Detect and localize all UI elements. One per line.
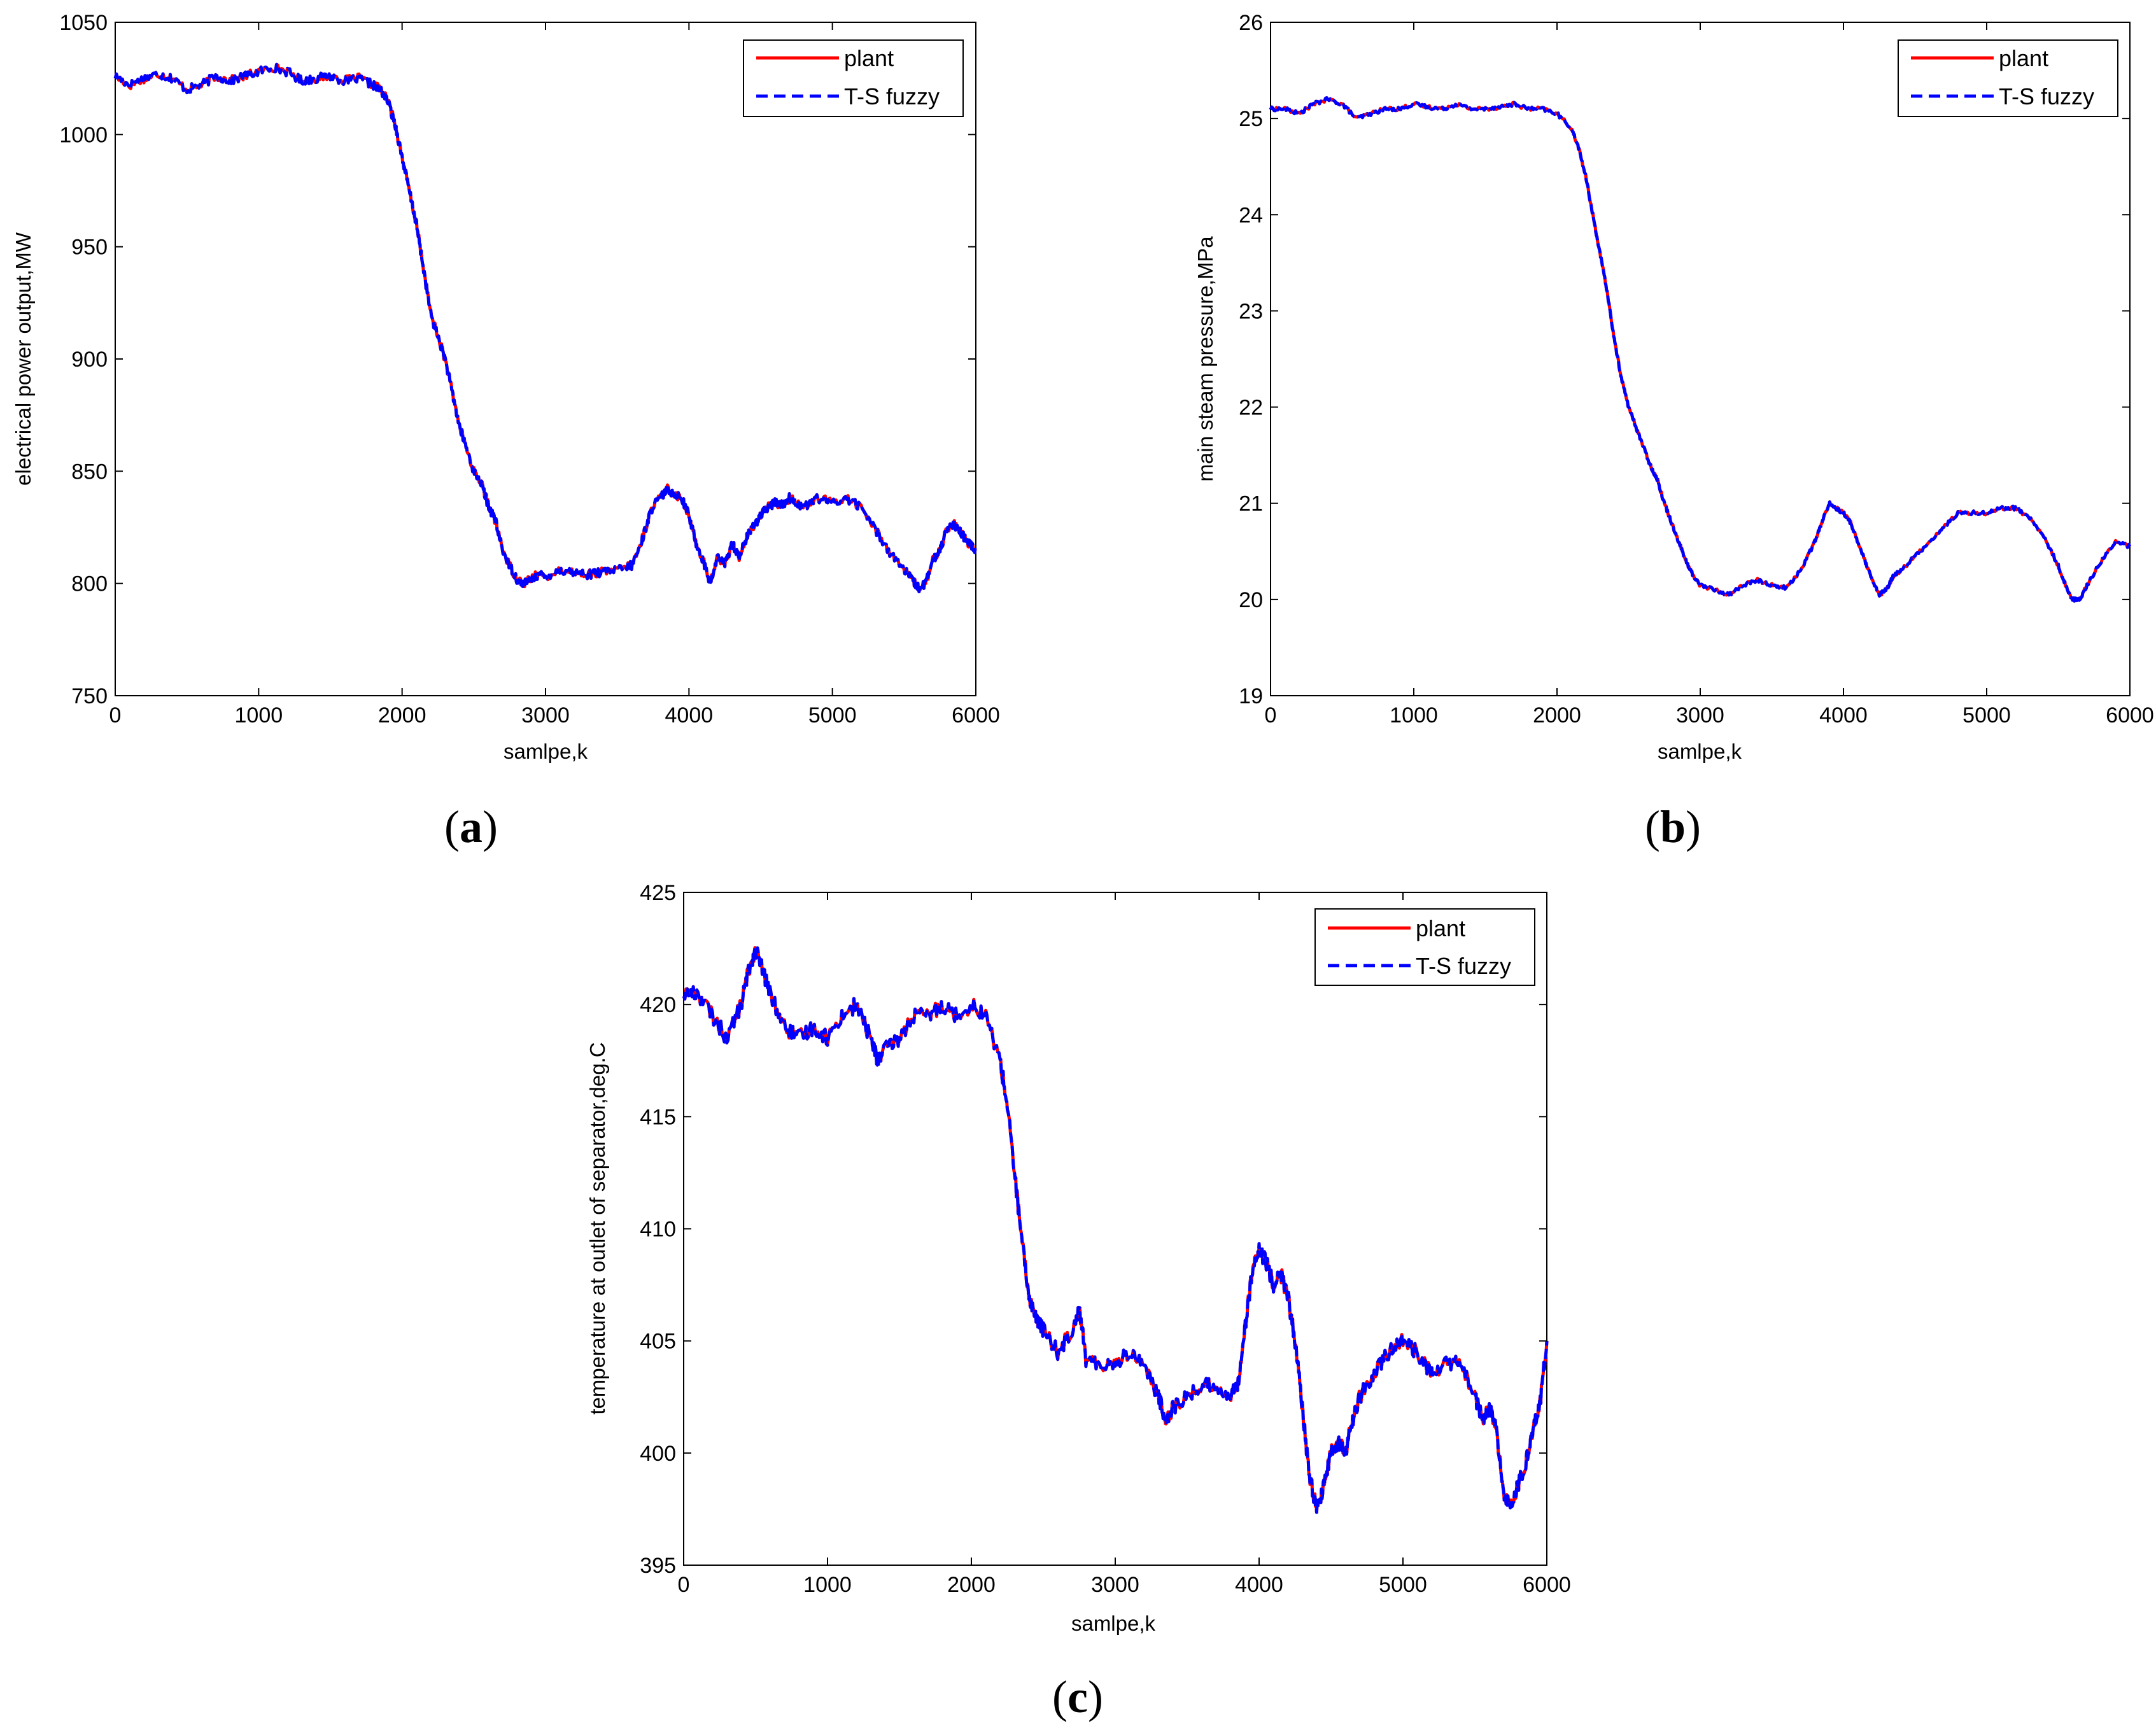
x-tick-label: 1000 xyxy=(803,1573,852,1597)
x-tick-label: 0 xyxy=(678,1573,690,1597)
x-tick-label: 2000 xyxy=(378,703,426,728)
y-tick-label: 22 xyxy=(1239,396,1263,420)
legend-label-ts-fuzzy-c: T-S fuzzy xyxy=(1416,953,1511,979)
y-tick-label: 800 xyxy=(71,572,108,596)
x-tick-label: 1000 xyxy=(235,703,283,728)
x-tick-label: 1000 xyxy=(1390,703,1438,728)
xlabel-a: samlpe,k xyxy=(504,740,588,763)
caption-a: (a) xyxy=(444,801,498,852)
y-tick-label: 415 xyxy=(640,1105,676,1129)
y-tick-label: 24 xyxy=(1239,203,1263,227)
ylabel-b: main steam pressure,MPa xyxy=(1194,236,1217,482)
x-tick-label: 4000 xyxy=(1235,1573,1283,1597)
panel-c: 0 1000 2000 3000 4000 5000 6000 395 400 405 410 415… xyxy=(586,881,1571,1722)
x-tick-label: 6000 xyxy=(2106,703,2154,728)
ticks-c: 0 1000 2000 3000 4000 5000 6000 395 400 405 410 415… xyxy=(640,881,1571,1597)
ylabel-c: temperature at outlet of separator,deg.C xyxy=(586,1042,609,1414)
y-tick-label: 1050 xyxy=(59,11,108,35)
y-tick-label: 21 xyxy=(1239,492,1263,516)
y-tick-label: 425 xyxy=(640,881,676,905)
legend-b: plant T-S fuzzy xyxy=(1898,39,2118,117)
legend-c: plant T-S fuzzy xyxy=(1314,908,1535,986)
y-tick-label: 850 xyxy=(71,460,108,484)
legend-label-ts-fuzzy-b: T-S fuzzy xyxy=(1999,83,2094,109)
series-ts-fuzzy-line xyxy=(113,62,977,594)
x-tick-label: 2000 xyxy=(1533,703,1581,728)
y-tick-label: 20 xyxy=(1239,588,1263,612)
x-tick-label: 6000 xyxy=(1523,1573,1571,1597)
x-tick-label: 0 xyxy=(1265,703,1277,728)
series-group-a xyxy=(113,62,977,594)
legend-label-plant-b: plant xyxy=(1999,45,2048,71)
legend-box-a xyxy=(743,39,964,117)
y-tick-label: 395 xyxy=(640,1554,676,1578)
y-tick-label: 400 xyxy=(640,1442,676,1466)
y-tick-label: 1000 xyxy=(59,123,108,147)
x-tick-label: 0 xyxy=(109,703,122,728)
series-ts-fuzzy-line xyxy=(1269,96,2132,603)
legend-box-b xyxy=(1898,39,2118,117)
y-tick-label: 950 xyxy=(71,236,108,260)
legend-label-ts-fuzzy-a: T-S fuzzy xyxy=(844,83,940,109)
y-tick-label: 25 xyxy=(1239,107,1263,131)
y-tick-label: 26 xyxy=(1239,11,1263,35)
series-group-b xyxy=(1269,96,2132,603)
x-tick-label: 5000 xyxy=(1379,1573,1427,1597)
plot-area-c xyxy=(683,892,1547,1566)
x-tick-label: 6000 xyxy=(952,703,1000,728)
x-tick-label: 5000 xyxy=(808,703,857,728)
series-ts-fuzzy-line xyxy=(682,946,1549,1514)
ticks-a: 0 1000 2000 3000 4000 5000 6000 750 800 850 900 950… xyxy=(59,11,999,728)
x-tick-label: 3000 xyxy=(1676,703,1724,728)
xlabel-c: samlpe,k xyxy=(1071,1612,1156,1635)
y-tick-label: 405 xyxy=(640,1330,676,1354)
caption-c: (c) xyxy=(1052,1671,1103,1722)
ticks-b: 0 1000 2000 3000 4000 5000 6000 19 20 21 22 23 24 25 2… xyxy=(1239,11,2154,728)
legend-box-c xyxy=(1314,908,1535,986)
plot-area-a xyxy=(115,22,976,696)
y-tick-label: 23 xyxy=(1239,299,1263,323)
legend-label-plant-c: plant xyxy=(1416,915,1465,941)
x-tick-label: 3000 xyxy=(521,703,570,728)
y-tick-label: 750 xyxy=(71,684,108,708)
y-tick-label: 410 xyxy=(640,1218,676,1242)
legend-label-plant-a: plant xyxy=(844,45,894,71)
x-tick-label: 4000 xyxy=(1819,703,1868,728)
x-tick-label: 3000 xyxy=(1091,1573,1139,1597)
xlabel-b: samlpe,k xyxy=(1658,740,1742,763)
y-tick-label: 19 xyxy=(1239,684,1263,708)
x-tick-label: 2000 xyxy=(947,1573,996,1597)
x-tick-label: 5000 xyxy=(1962,703,2011,728)
panel-b: 0 1000 2000 3000 4000 5000 6000 19 20 21 22 23 24 25 2… xyxy=(1194,11,2154,852)
legend-a: plant T-S fuzzy xyxy=(743,39,964,117)
ylabel-a: electrical power output,MW xyxy=(11,232,35,486)
x-tick-label: 4000 xyxy=(665,703,714,728)
series-group-c xyxy=(682,946,1549,1514)
y-tick-label: 420 xyxy=(640,993,676,1017)
plot-area-b xyxy=(1270,22,2131,696)
panel-a: 0 1000 2000 3000 4000 5000 6000 750 800 850 900 950… xyxy=(11,11,1000,852)
y-tick-label: 900 xyxy=(71,348,108,372)
caption-b: (b) xyxy=(1645,801,1701,852)
